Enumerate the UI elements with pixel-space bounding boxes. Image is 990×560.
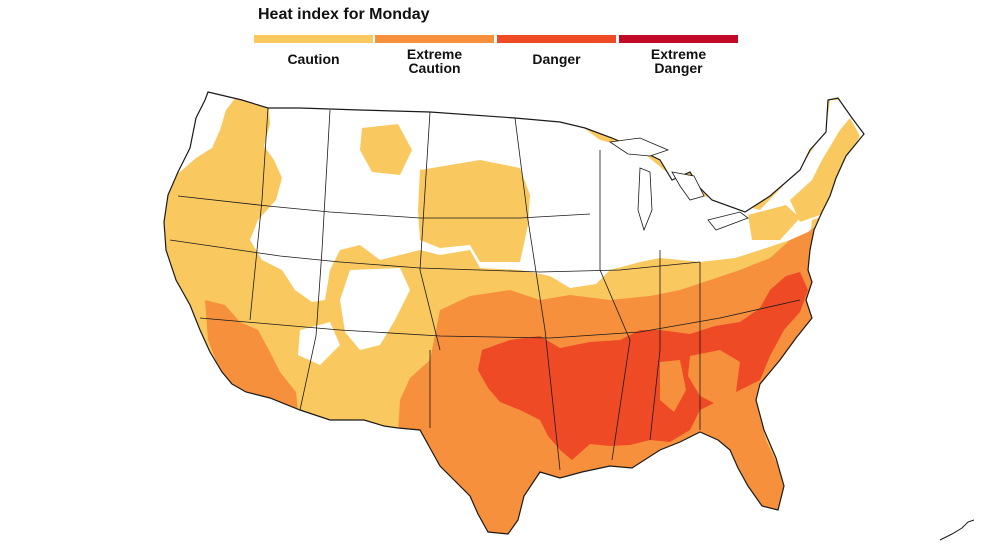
us-outline <box>163 91 865 535</box>
lake-huron <box>671 171 705 201</box>
caution-dakotas <box>418 160 530 262</box>
no-advisory-rockies <box>340 268 410 350</box>
boundary-mississippi <box>599 150 631 461</box>
boundary-rockies-mid <box>299 109 331 411</box>
legend-item-extreme-danger: Extreme Danger <box>619 35 738 75</box>
lake-erie <box>707 211 749 231</box>
lake-michigan <box>637 167 653 232</box>
state-boundaries <box>169 107 801 471</box>
no-advisory-four-corners <box>298 322 340 365</box>
great-lakes <box>608 137 749 232</box>
heat-index-layer <box>164 92 864 534</box>
legend-swatch-caution <box>254 35 373 43</box>
legend-swatch-danger <box>497 35 616 43</box>
boundary-northern-tier <box>177 195 591 219</box>
legend-item-extreme-caution: Extreme Caution <box>375 35 494 75</box>
legend-swatch-extreme-danger <box>619 35 738 43</box>
extreme-caution-california <box>205 300 298 412</box>
extreme-caution-al-patch <box>660 360 686 412</box>
boundary-36n <box>199 299 801 339</box>
legend-label-extreme-danger: Extreme Danger <box>650 46 707 76</box>
legend-swatch-extreme-caution <box>375 35 494 43</box>
legend-label-danger: Danger <box>532 51 581 67</box>
danger-south-central <box>478 272 808 460</box>
legend-label-extreme-caution: Extreme Caution <box>406 46 463 76</box>
boundary-rockies-east <box>419 111 441 351</box>
boundary-tn-al <box>649 250 661 441</box>
caribbean-islands <box>939 519 975 541</box>
extreme-caution-ga-patch <box>688 350 740 404</box>
boundary-rockies-west <box>249 107 269 321</box>
caution-montana <box>360 124 412 175</box>
caution-northeast <box>790 118 860 222</box>
lake-superior <box>608 137 670 157</box>
legend-item-danger: Danger <box>497 35 616 66</box>
legend-label-caution: Caution <box>287 51 340 67</box>
boundary-plains <box>514 117 561 471</box>
map-title: Heat index for Monday <box>258 6 430 23</box>
map-legend: Heat index for Monday Caution Extreme Ca… <box>254 0 740 80</box>
legend-item-caution: Caution <box>254 35 373 66</box>
caution-great-lakes <box>748 205 800 240</box>
